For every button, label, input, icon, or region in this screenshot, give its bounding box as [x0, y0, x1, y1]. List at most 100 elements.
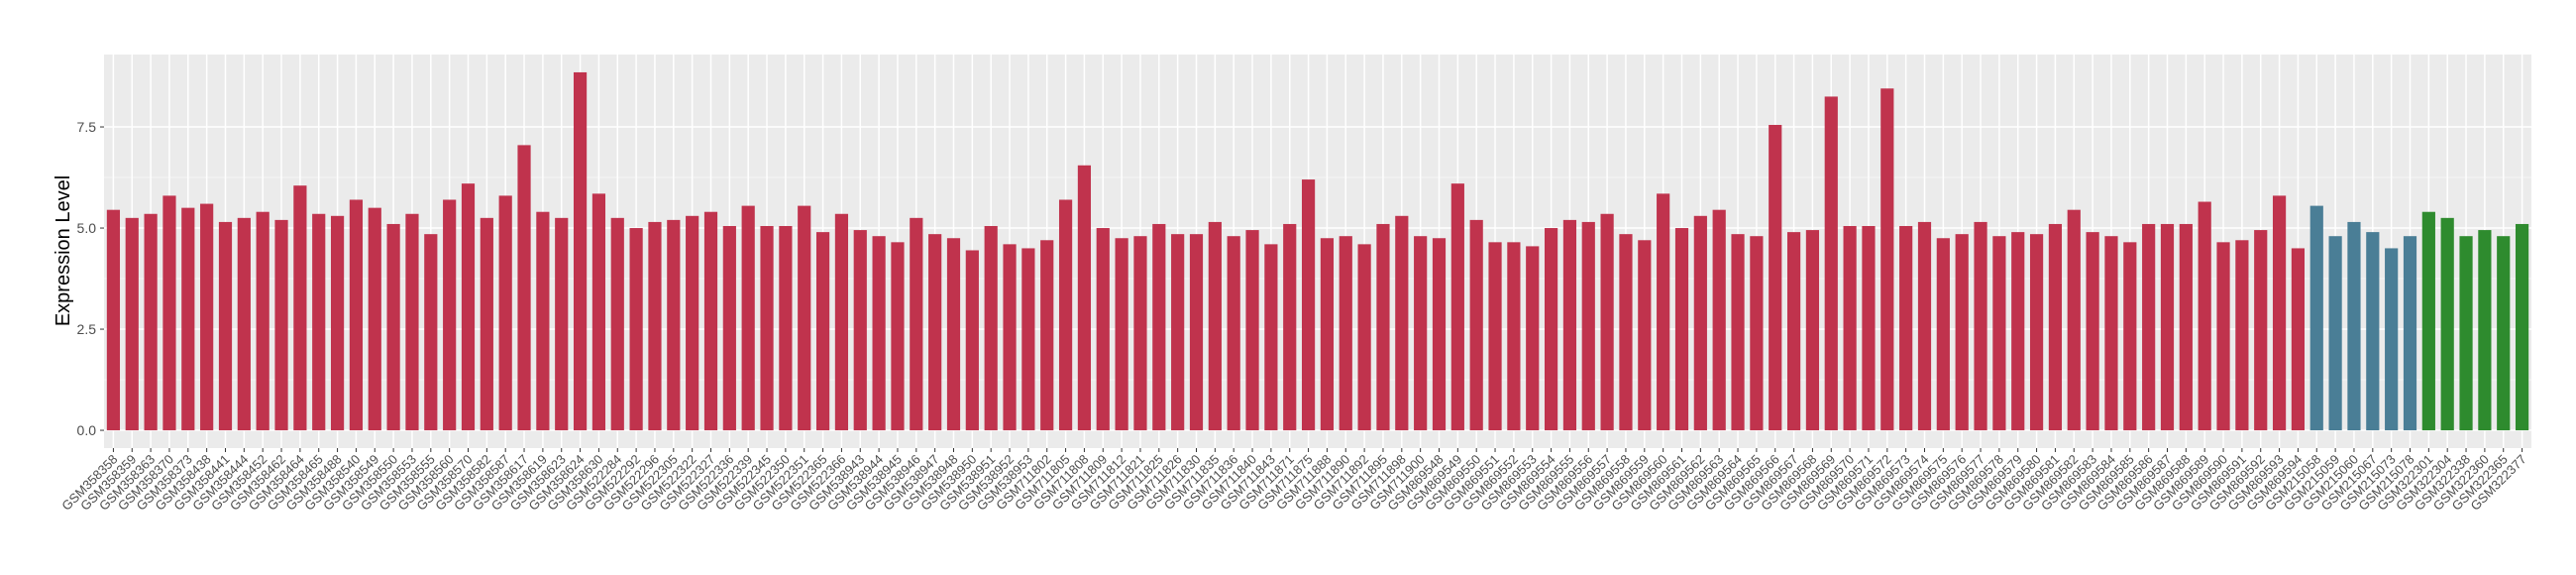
- bar: [2216, 242, 2230, 431]
- bar: [368, 207, 381, 431]
- bar: [2179, 223, 2193, 431]
- bar: [2011, 232, 2025, 431]
- bar: [1077, 165, 1092, 431]
- bar: [1133, 236, 1147, 431]
- bar: [1805, 230, 1820, 431]
- bar: [984, 225, 998, 431]
- bar: [2067, 209, 2081, 431]
- bar: [815, 232, 830, 431]
- bar: [1638, 240, 1652, 431]
- bar: [1899, 225, 1913, 431]
- bar: [779, 225, 793, 431]
- bar: [162, 195, 176, 431]
- bar: [1339, 236, 1352, 431]
- bar: [2104, 236, 2118, 431]
- bar: [536, 211, 550, 431]
- bar: [1862, 225, 1876, 431]
- bar: [1693, 215, 1707, 431]
- bar: [2160, 223, 2175, 431]
- bar: [461, 183, 476, 431]
- bar: [1488, 242, 1502, 431]
- bar: [1507, 242, 1521, 431]
- bar: [853, 230, 867, 431]
- bar: [218, 221, 233, 431]
- bar: [2272, 195, 2287, 431]
- bar: [891, 242, 905, 431]
- bar: [610, 217, 624, 431]
- bar: [910, 217, 923, 431]
- bar: [1824, 96, 1838, 431]
- bar: [1674, 228, 1689, 431]
- bar: [1731, 234, 1745, 431]
- bar: [2235, 240, 2249, 431]
- bar: [2478, 230, 2492, 431]
- bar: [125, 217, 139, 431]
- bar: [2403, 236, 2417, 431]
- bar: [722, 225, 736, 431]
- bar: [274, 219, 288, 431]
- bar: [1395, 215, 1409, 431]
- bar: [2048, 223, 2063, 431]
- bar: [517, 145, 531, 431]
- bar: [555, 217, 569, 431]
- bar: [1245, 230, 1259, 431]
- bar: [1657, 193, 1670, 431]
- bar: [2459, 236, 2473, 431]
- bar: [928, 234, 942, 431]
- bar: [256, 211, 269, 431]
- bar: [834, 213, 849, 431]
- bar: [386, 223, 400, 431]
- bar: [2515, 223, 2529, 431]
- bar: [312, 213, 326, 431]
- bar: [1227, 236, 1240, 431]
- y-tick-label: 0.0: [77, 422, 97, 438]
- bar: [480, 217, 493, 431]
- bar: [1880, 88, 1894, 431]
- y-axis-title: Expression Level: [53, 175, 74, 326]
- bar: [1171, 234, 1185, 431]
- bar: [965, 250, 979, 431]
- bar: [106, 209, 121, 431]
- bar: [1955, 234, 1969, 431]
- bar: [2291, 248, 2306, 431]
- bar: [1974, 221, 1987, 431]
- bar: [2421, 211, 2435, 431]
- bar: [686, 215, 699, 431]
- bar: [1096, 228, 1110, 431]
- bar: [1992, 236, 2006, 431]
- bar: [1843, 225, 1857, 431]
- bar: [349, 199, 364, 431]
- bar: [1003, 244, 1017, 431]
- bar: [1058, 199, 1073, 431]
- bar: [667, 219, 681, 431]
- bar: [181, 207, 195, 431]
- bar: [1581, 221, 1595, 431]
- bar: [573, 71, 588, 431]
- bar: [1600, 213, 1614, 431]
- bar: [2497, 236, 2511, 431]
- bar: [2086, 232, 2099, 431]
- bar: [443, 199, 457, 431]
- bar: [2254, 230, 2268, 431]
- bar: [648, 221, 662, 431]
- bar: [1152, 223, 1166, 431]
- bar: [1562, 219, 1577, 431]
- bar: [1115, 238, 1128, 431]
- bar: [629, 228, 643, 431]
- bar: [2366, 232, 2380, 431]
- bar: [1040, 240, 1054, 431]
- bar: [1917, 221, 1932, 431]
- bar: [1750, 236, 1764, 431]
- bar: [2440, 217, 2454, 431]
- bar: [1320, 238, 1335, 431]
- bar: [237, 217, 251, 431]
- bar: [591, 193, 606, 431]
- bar: [1769, 124, 1782, 431]
- bar: [2142, 223, 2156, 431]
- bar: [200, 203, 214, 431]
- bar: [2347, 221, 2361, 431]
- bar: [1712, 209, 1726, 431]
- bar: [1301, 179, 1316, 431]
- y-tick-label: 2.5: [77, 321, 97, 337]
